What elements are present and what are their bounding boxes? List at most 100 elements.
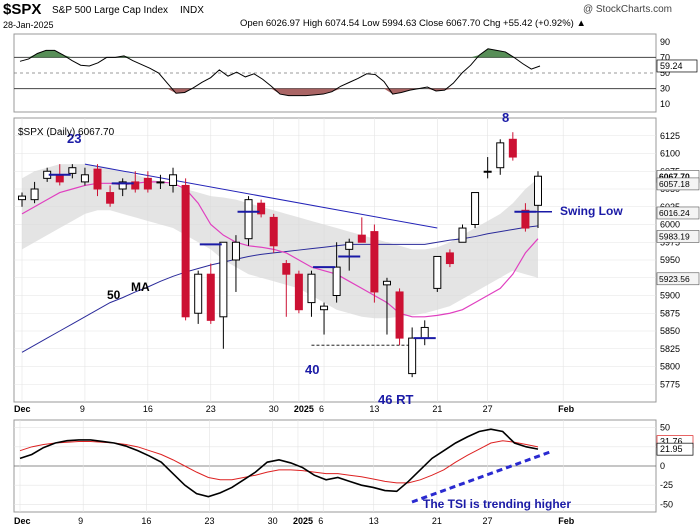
price-x-tick-label: 2025 <box>294 404 314 414</box>
rsi-tick-label: 50 <box>660 68 670 78</box>
tsi-x-tick-label: 9 <box>78 516 83 526</box>
tsi-x-tick-label: 6 <box>318 516 323 526</box>
candle-body <box>93 168 102 190</box>
ohlc-text: Open 6026.97 High 6074.54 Low 5994.63 Cl… <box>240 18 586 29</box>
index-name: S&P 500 Large Cap Index <box>52 5 168 16</box>
candle-body <box>244 199 253 240</box>
tsi-value-label: 31.76 <box>660 437 683 447</box>
candle-body <box>169 174 178 186</box>
candle-body <box>118 181 127 190</box>
candle-body <box>194 273 203 314</box>
price-tick-label: 6100 <box>660 149 680 159</box>
candle-body <box>143 177 152 190</box>
annotation-8: 8 <box>502 110 509 125</box>
price-tick-label: 6000 <box>660 220 680 230</box>
swing-low-label: Swing Low <box>560 204 623 218</box>
tsi-tick-label: -50 <box>660 499 673 509</box>
annotation-46rt: 46 RT <box>378 392 413 407</box>
tsi-tick-label: 0 <box>660 461 665 471</box>
candle-body <box>433 255 442 289</box>
candle-body <box>508 138 517 158</box>
candle-body <box>181 184 190 318</box>
price-tick-label: 5900 <box>660 291 680 301</box>
tsi-value-label: 21.95 <box>660 444 683 454</box>
rsi-value-label: 59.24 <box>660 61 683 71</box>
tsi-x-tick-label: 27 <box>482 516 492 526</box>
rsi-oversold-fill <box>20 88 540 96</box>
candle-body <box>370 231 379 293</box>
price-value-box <box>656 177 700 191</box>
candle-body <box>357 234 366 243</box>
candle-body <box>521 209 530 229</box>
candle-body <box>231 241 240 261</box>
price-value-label: 5923.56 <box>659 274 690 284</box>
price-value-label: 6057.18 <box>659 179 690 189</box>
price-x-tick-label: Dec <box>14 404 31 414</box>
candle-body <box>534 175 542 206</box>
rsi-tick-label: 90 <box>660 37 670 47</box>
price-band <box>22 164 538 319</box>
price-tick-label: 5950 <box>660 255 680 265</box>
price-panel: 5775580058255850587559005925595059756000… <box>13 110 700 414</box>
downtrend-line <box>84 163 438 229</box>
ma-label-text: MA <box>131 280 150 294</box>
tsi-tick-label: 50 <box>660 423 670 433</box>
candle-body <box>483 170 492 173</box>
candle-body <box>395 291 404 339</box>
price-x-tick-label: 6 <box>319 404 324 414</box>
candle-body <box>282 263 291 275</box>
tsi-x-tick-label: 16 <box>141 516 151 526</box>
rsi-value-box <box>656 59 698 73</box>
price-value-box <box>656 206 700 220</box>
candle-body <box>257 202 266 215</box>
price-x-tick-label: 21 <box>432 404 442 414</box>
candle-body <box>18 195 26 201</box>
candle-body <box>106 192 115 204</box>
price-value-label: 6016.24 <box>659 208 690 218</box>
tsi-trend-line <box>411 450 551 504</box>
price-x-tick-label: Feb <box>558 404 575 414</box>
candle-body <box>131 181 140 190</box>
rsi-panel: 10 30 50 70 90 59.24 <box>13 33 698 113</box>
candle-body <box>496 142 505 169</box>
candle-body <box>68 167 77 174</box>
price-tick-label: 5850 <box>660 326 680 336</box>
candle-body <box>408 337 417 375</box>
candle-body <box>458 227 467 243</box>
tsi-tick-label: -25 <box>660 480 673 490</box>
tsi-x-tick-label: Dec <box>14 516 31 526</box>
rsi-tick-label: 30 <box>660 84 670 94</box>
candle-body <box>332 266 341 297</box>
watermark: @ StockCharts.com <box>583 4 672 15</box>
price-tick-label: 5775 <box>660 379 680 389</box>
price-value-label: 5983.19 <box>659 231 690 241</box>
tsi-x-tick-label: 13 <box>369 516 379 526</box>
tsi-x-tick-label: 2025 <box>293 516 313 526</box>
price-x-tick-label: 23 <box>206 404 216 414</box>
price-value-box <box>656 272 700 286</box>
annotation-40: 40 <box>305 362 319 377</box>
rsi-overbought-fill <box>20 48 540 58</box>
date-label: 28-Jan-2025 <box>3 20 54 30</box>
price-tick-label: 5825 <box>660 344 680 354</box>
candle-body <box>420 326 429 339</box>
price-tick-label: 5875 <box>660 308 680 318</box>
tsi-x-tick-label: 30 <box>268 516 278 526</box>
tsi-annotation: The TSI is trending higher <box>423 497 571 511</box>
candle-body <box>471 192 480 226</box>
candle-body <box>30 188 39 201</box>
tsi-x-tick-label: Feb <box>558 516 575 526</box>
annotation-23: 23 <box>67 131 81 146</box>
price-tick-label: 5800 <box>660 362 680 372</box>
candle-body <box>206 273 215 321</box>
symbol-label: $SPX <box>3 1 41 18</box>
candle-body <box>55 174 64 183</box>
candle-body <box>307 273 316 304</box>
candle-body <box>445 252 454 265</box>
tsi-line <box>19 428 539 498</box>
price-series-label: $SPX (Daily) 6067.70 <box>18 127 115 138</box>
tsi-value-box <box>656 442 694 456</box>
tsi-panel: -50-2502550The TSI is trending higher31.… <box>13 419 694 526</box>
